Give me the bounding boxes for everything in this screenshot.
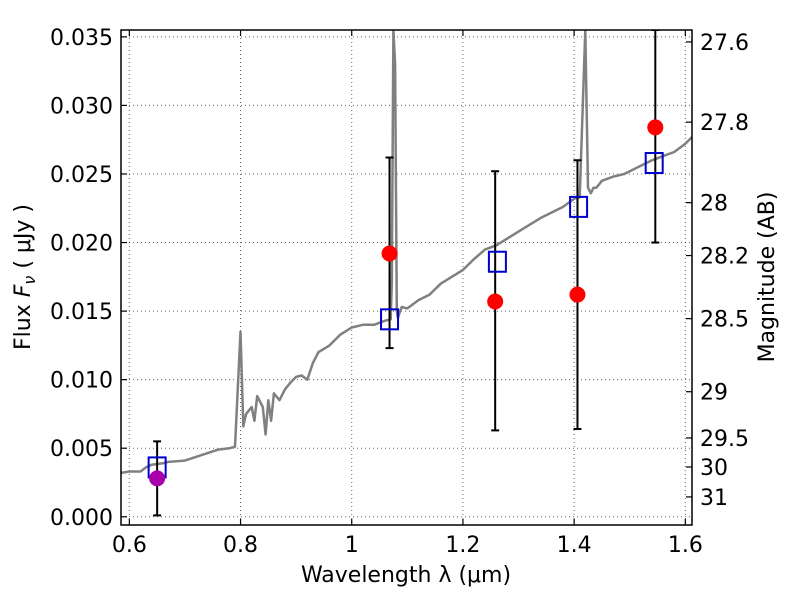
y-tick-label: 0.015: [50, 300, 113, 325]
x-tick-label: 1.6: [668, 533, 703, 558]
y-tick-label: 0.035: [50, 26, 113, 51]
observed-flux-point: [647, 119, 664, 136]
axes: 0.6 0.8 1 1.2 1.4 1.6 0.000 0.005 0.010 0.015 0.02…: [50, 26, 749, 558]
plot-frame: [120, 29, 693, 526]
model-photometry-square: [569, 195, 589, 218]
y-axis-title-right: Magnitude (AB): [755, 192, 780, 363]
x-tick-label: 1: [345, 533, 359, 558]
model-spectrum-line: [121, 30, 692, 475]
magnitude-tick-label: 30: [700, 456, 728, 481]
y-tick-label: 0.005: [50, 437, 113, 462]
y-tick-label: 0.025: [50, 163, 113, 188]
magnitude-tick-label: 27.8: [700, 111, 749, 136]
magnitude-tick-label: 29: [700, 381, 728, 406]
observed-flux-point: [487, 293, 504, 310]
grid: [121, 30, 692, 525]
plot-area: [121, 30, 692, 517]
x-axis-title: Wavelength λ (μm): [301, 563, 511, 588]
x-tick-label: 0.6: [112, 533, 147, 558]
x-tick-label: 0.8: [223, 533, 258, 558]
x-tick-label: 1.4: [557, 533, 592, 558]
observed-flux-point: [381, 245, 398, 262]
y-tick-label: 0.020: [50, 232, 113, 257]
magnitude-tick-label: 28.2: [700, 245, 749, 270]
magnitude-tick-label: 29.5: [700, 427, 749, 452]
model-photometry-square: [380, 308, 400, 331]
magnitude-tick-label: 28: [700, 192, 728, 217]
y-axis-title-left: Flux Fν ( μJy ): [11, 204, 39, 350]
model-photometry-square: [487, 250, 507, 273]
magnitude-tick-label: 27.6: [700, 31, 749, 56]
y-tick-label: 0.000: [50, 506, 113, 531]
model-photometry-square: [644, 152, 664, 175]
y-tick-label: 0.030: [50, 94, 113, 119]
magnitude-tick-label: 28.5: [700, 308, 749, 333]
magnitude-tick-label: 31: [700, 486, 728, 511]
y-tick-label: 0.010: [50, 369, 113, 394]
observed-flux-point: [149, 470, 166, 487]
observed-flux-point: [569, 286, 586, 303]
x-tick-label: 1.2: [445, 533, 480, 558]
